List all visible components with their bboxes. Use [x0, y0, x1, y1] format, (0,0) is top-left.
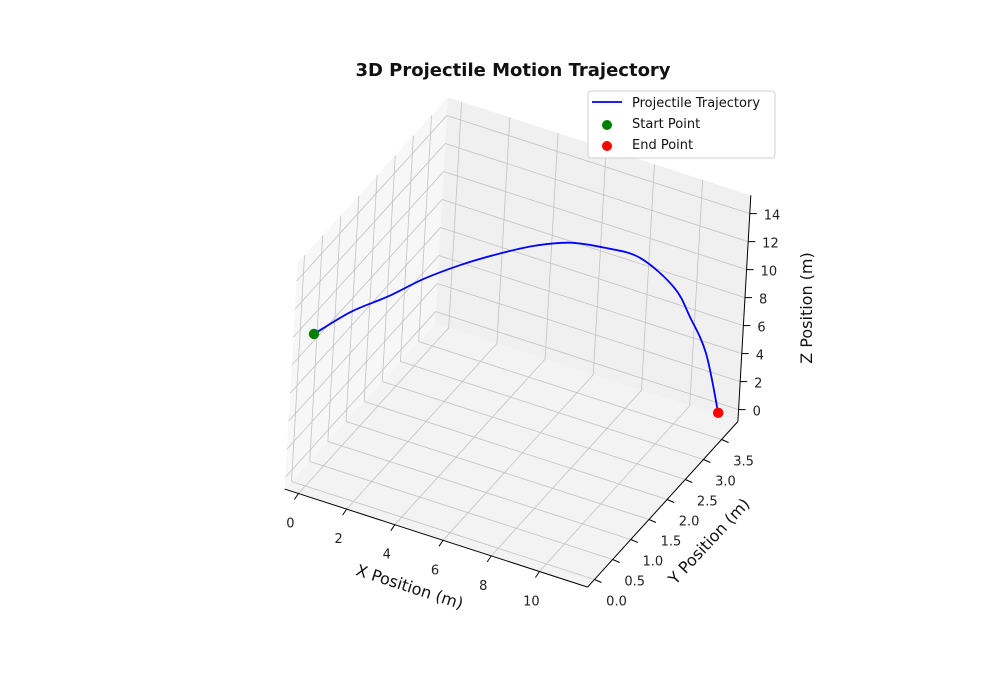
grid-line — [364, 401, 668, 500]
x-tick-mark — [486, 555, 492, 563]
x-axis-label: X Position (m) — [354, 561, 466, 614]
z-tick-label: 12 — [762, 237, 779, 252]
y-tick-label: 2.0 — [679, 515, 700, 530]
grid-line — [293, 171, 444, 338]
grid-line — [544, 132, 559, 360]
chart-title: 3D Projectile Motion Trajectory — [355, 60, 670, 81]
grid-line — [382, 381, 686, 480]
z-tick-label: 0 — [753, 405, 761, 420]
y-tick-mark — [721, 439, 729, 443]
legend-label-trajectory: Projectile Trajectory — [632, 96, 760, 111]
y-tick-label: 0.0 — [606, 595, 627, 610]
y-tick-mark — [685, 479, 693, 483]
x-axis-line — [284, 488, 588, 588]
grid-line — [689, 179, 704, 406]
z-axis-line — [737, 195, 752, 422]
z-tick-label: 10 — [761, 265, 778, 280]
y-tick-mark — [648, 519, 657, 523]
legend-end-swatch — [602, 141, 612, 151]
legend: Projectile Trajectory Start Point End Po… — [587, 90, 776, 159]
end-point-marker — [712, 407, 724, 419]
legend-label-end: End Point — [632, 138, 693, 153]
grid-line — [381, 155, 396, 382]
grid-line — [437, 283, 741, 382]
grid-line — [296, 115, 448, 282]
y-tick-mark — [612, 559, 620, 563]
grid-line — [438, 255, 742, 354]
grid-line — [286, 283, 438, 450]
grid-line — [289, 227, 441, 394]
grid-line — [400, 361, 704, 460]
z-tick-label: 6 — [757, 321, 765, 336]
y-tick-label: 1.5 — [661, 535, 682, 550]
grid-line — [445, 143, 749, 242]
legend-box — [587, 90, 776, 159]
x-tick-mark — [438, 540, 444, 547]
pane-x — [284, 97, 448, 490]
y-tick-mark — [630, 539, 639, 543]
grid-line — [448, 101, 463, 328]
grid-line — [641, 164, 655, 391]
z-tick-label: 8 — [759, 293, 767, 308]
grid-line — [309, 461, 613, 560]
grid-line — [294, 143, 446, 310]
x-tick-label: 0 — [286, 517, 294, 532]
grid-line — [440, 227, 744, 326]
grid-line — [418, 341, 722, 440]
x-tick-mark — [294, 493, 299, 500]
grid-line — [291, 255, 305, 482]
x-tick-mark — [390, 524, 396, 531]
legend-start-swatch — [602, 120, 612, 130]
grid-line — [345, 195, 360, 422]
x-tick-label: 2 — [334, 532, 342, 547]
y-tick-label: 0.5 — [624, 575, 645, 590]
grid-line — [446, 115, 750, 214]
grid-line — [435, 311, 739, 410]
start-point-marker — [308, 328, 320, 340]
grid-line — [327, 215, 342, 442]
grid-line — [496, 117, 511, 344]
x-tick-label: 4 — [383, 548, 391, 563]
grid-line — [363, 175, 378, 402]
z-tick-label: 14 — [764, 209, 781, 224]
z-tick-label: 4 — [756, 349, 764, 364]
y-tick-label: 2.5 — [697, 495, 718, 510]
legend-label-start: Start Point — [632, 117, 700, 132]
x-tick-mark — [535, 571, 540, 578]
x-tick-label: 8 — [479, 579, 487, 594]
pane-y — [434, 97, 751, 422]
y-tick-label: 1.0 — [642, 555, 663, 570]
z-axis-label: Z Position (m) — [797, 252, 816, 364]
y-tick-mark — [703, 459, 711, 463]
x-tick-label: 6 — [431, 563, 439, 578]
grid-line — [443, 171, 747, 270]
grid-line — [309, 235, 324, 462]
grid-line — [592, 148, 607, 375]
y-tick-label: 3.0 — [715, 475, 736, 490]
trajectory-line — [313, 241, 720, 414]
grid-line — [345, 421, 650, 520]
grid-line — [327, 441, 631, 540]
x-tick-mark — [342, 508, 348, 516]
grid-line — [291, 481, 595, 580]
x-tick-label: 10 — [523, 595, 540, 610]
grid-line — [400, 135, 414, 362]
y-tick-mark — [594, 579, 602, 583]
grid-line — [418, 115, 432, 342]
y-tick-label: 3.5 — [733, 455, 754, 470]
grid-line — [285, 311, 436, 478]
z-tick-label: 2 — [754, 377, 762, 392]
grid-line — [441, 199, 746, 298]
y-tick-mark — [666, 499, 675, 503]
